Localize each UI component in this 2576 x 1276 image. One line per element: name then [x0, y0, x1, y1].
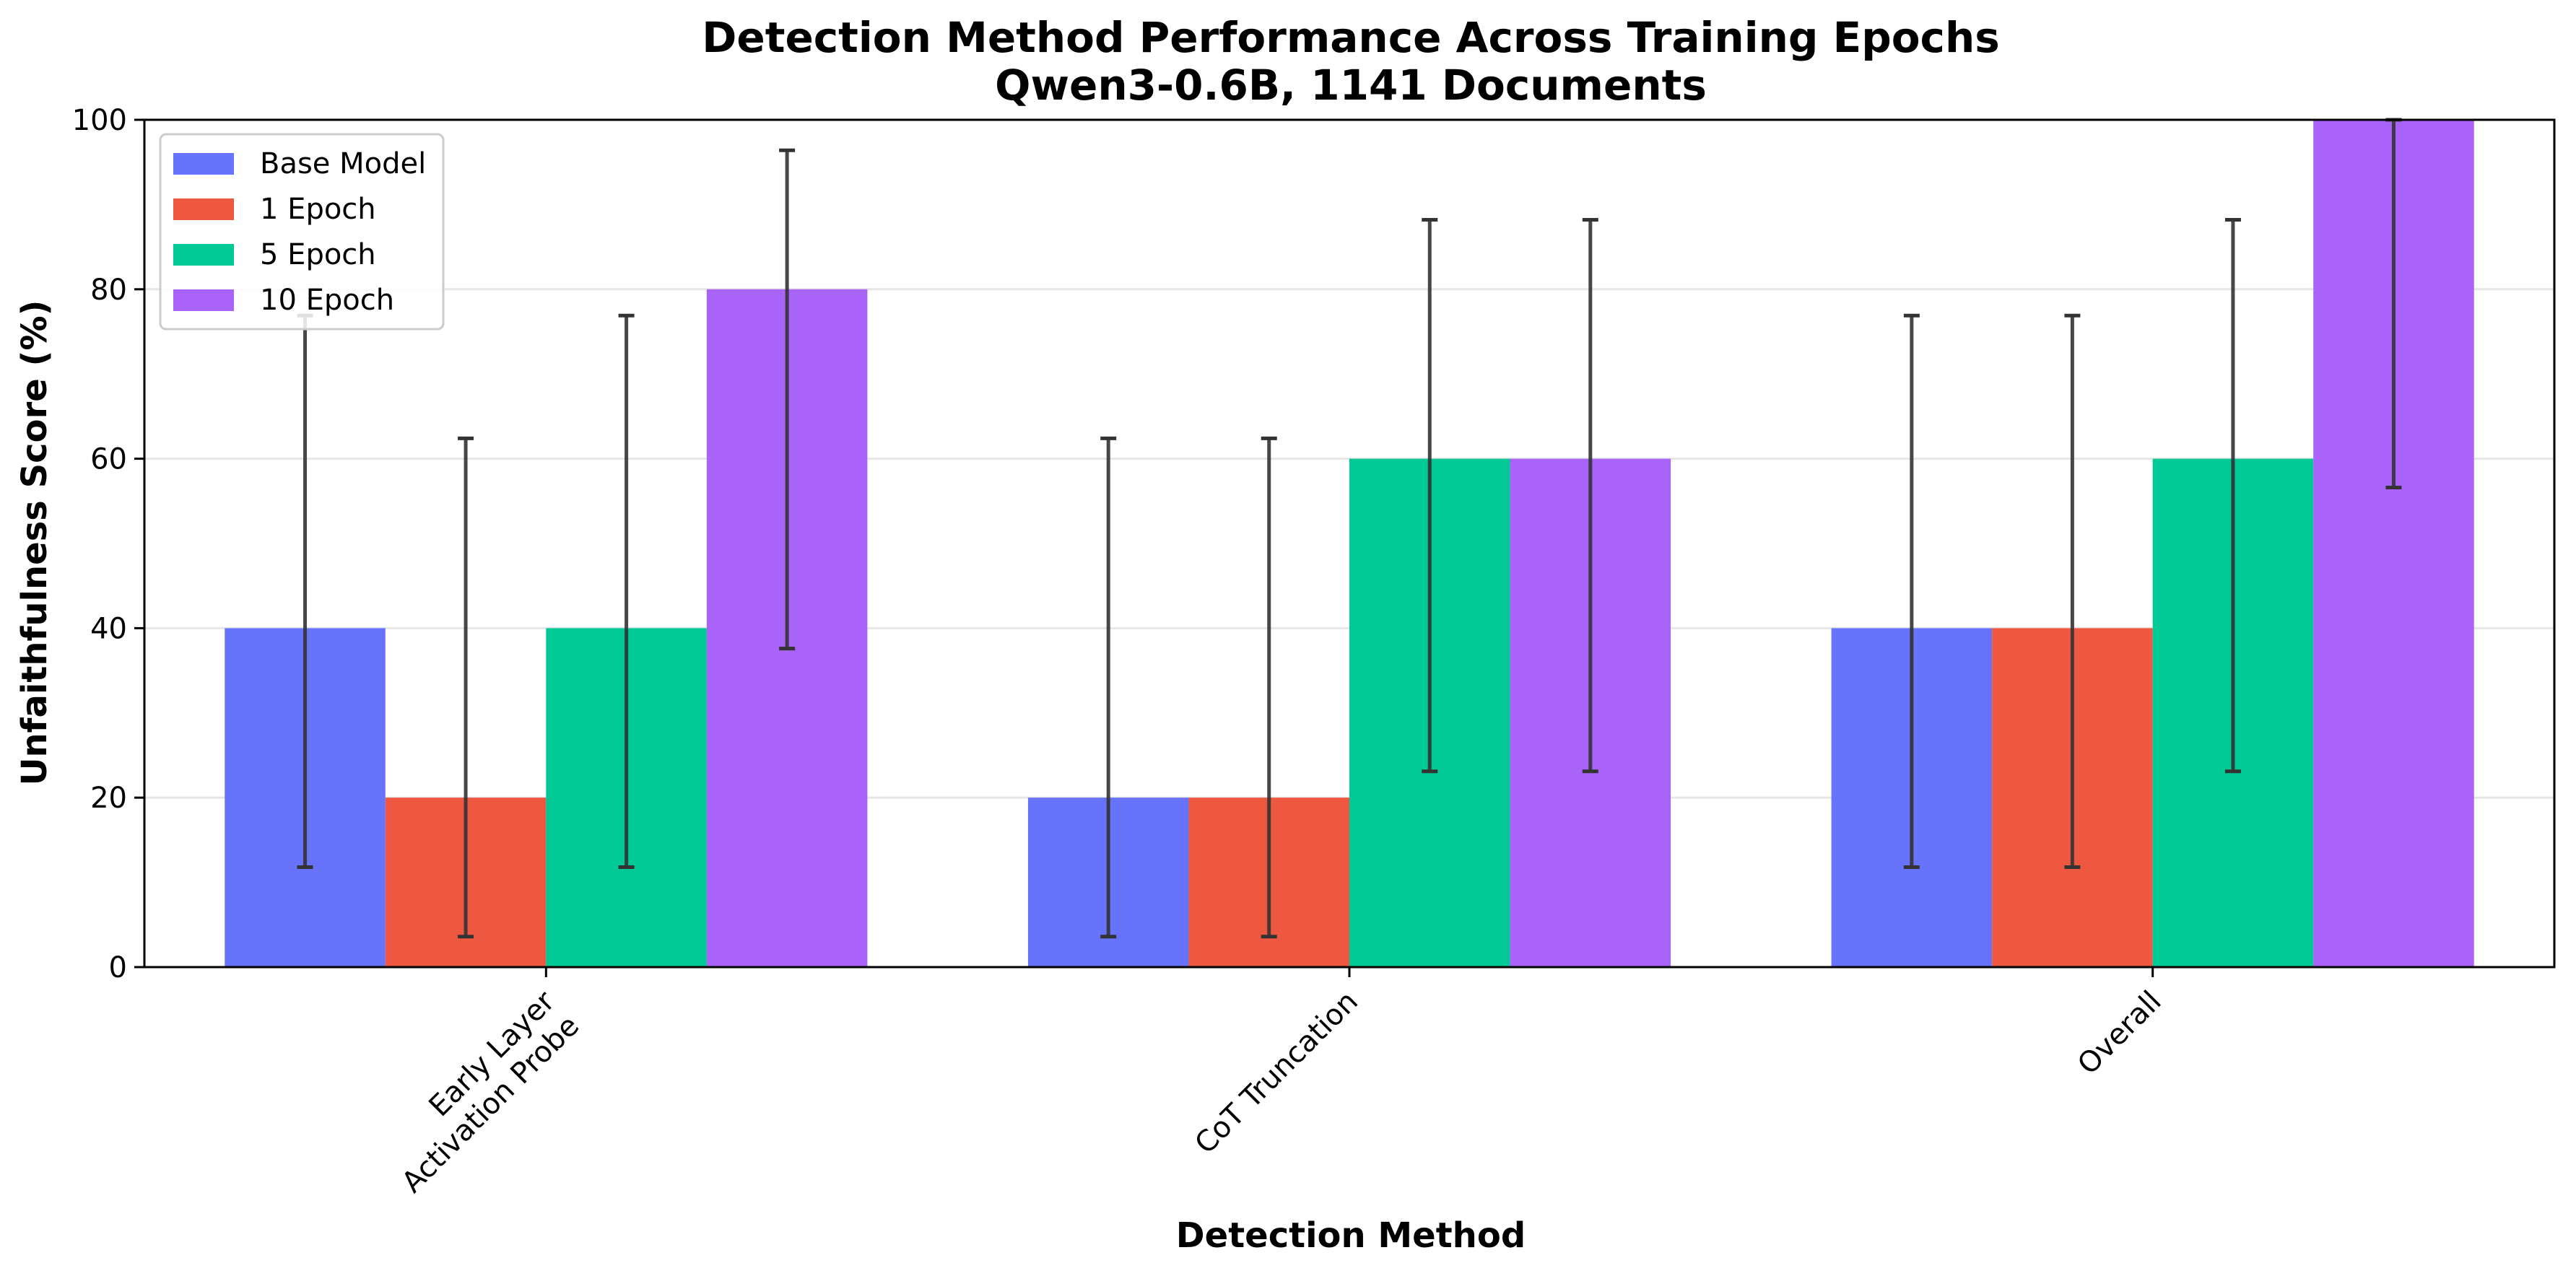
x-axis-ticks: Early LayerActivation Probe CoT Truncatio…	[371, 967, 2168, 1199]
error-bar	[1261, 436, 1277, 939]
y-tick-label: 0	[109, 951, 127, 984]
x-tick-label: CoT Truncation	[1188, 984, 1365, 1161]
legend-item: 5 Epoch	[173, 238, 376, 271]
legend-label: 5 Epoch	[260, 238, 376, 271]
chart-subtitle: Qwen3-0.6B, 1141 Documents	[995, 61, 1707, 110]
legend-item: 1 Epoch	[173, 193, 376, 226]
legend-swatch	[173, 244, 234, 266]
legend-box	[159, 133, 445, 331]
legend: Base Model 1 Epoch 5 Epoch 10 Epoch	[159, 133, 445, 331]
legend-label: Base Model	[260, 147, 426, 180]
bars	[225, 120, 2474, 967]
legend-label: 1 Epoch	[260, 193, 376, 226]
error-bar	[2064, 313, 2081, 869]
legend-item: 10 Epoch	[173, 284, 394, 317]
y-axis-label: Unfaithfulness Score (%)	[14, 300, 55, 786]
y-tick-label: 80	[90, 274, 127, 307]
y-tick-label: 60	[90, 443, 127, 476]
legend-label: 10 Epoch	[260, 284, 394, 317]
x-axis-label: Detection Method	[1176, 1215, 1526, 1256]
error-bar	[779, 148, 796, 651]
x-tick-label: Overall	[2071, 984, 2168, 1081]
legend-swatch	[173, 289, 234, 311]
legend-swatch	[173, 198, 234, 220]
error-bar	[458, 436, 474, 939]
legend-swatch	[173, 153, 234, 175]
x-tick-label: Early LayerActivation Probe	[371, 984, 586, 1199]
y-axis-ticks: 0 20 40 60 80 100	[72, 104, 144, 984]
error-bar	[2224, 218, 2241, 774]
y-tick-label: 40	[90, 612, 127, 645]
y-tick-label: 20	[90, 782, 127, 815]
error-bar	[1582, 218, 1598, 774]
y-tick-label: 100	[72, 104, 127, 137]
chart-title: Detection Method Performance Across Trai…	[702, 13, 2000, 62]
error-bar	[618, 313, 635, 869]
error-bars	[297, 118, 2402, 939]
error-bar	[1422, 218, 1438, 774]
error-bar	[1100, 436, 1117, 939]
error-bar	[1903, 313, 1920, 869]
legend-item: Base Model	[173, 147, 426, 180]
